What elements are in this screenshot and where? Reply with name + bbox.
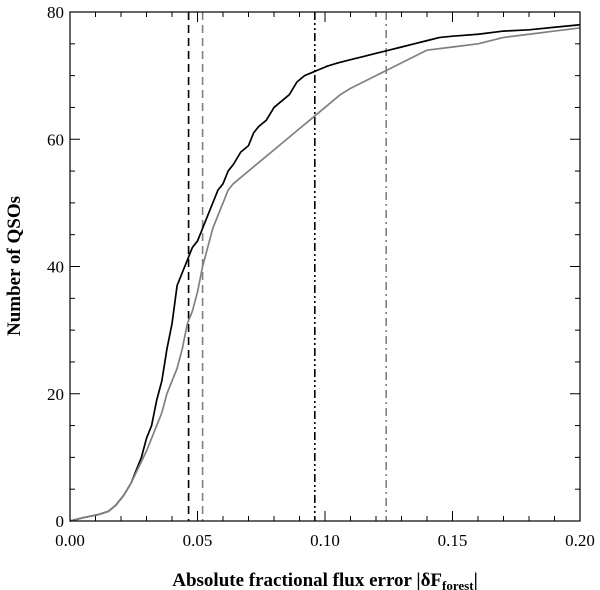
y-tick-label: 40 <box>47 258 64 277</box>
y-tick-label: 80 <box>47 3 64 22</box>
y-axis-title: Number of QSOs <box>4 196 25 336</box>
y-tick-label: 0 <box>56 512 65 531</box>
series-line-black <box>69 23 581 522</box>
x-tick-label: 0.20 <box>565 531 595 550</box>
x-tick-label: 0.10 <box>310 531 340 550</box>
y-tick-label: 20 <box>47 385 64 404</box>
x-tick-label: 0.05 <box>183 531 213 550</box>
x-tick-label: 0.15 <box>438 531 468 550</box>
x-tick-label: 0.00 <box>55 531 85 550</box>
ticks-layer: 0.00 0.05 0.10 0.15 0.20 0 20 40 60 80 <box>47 3 595 550</box>
x-axis-title: Absolute fractional flux error |δFforest… <box>172 570 478 590</box>
plot-layer <box>69 12 581 522</box>
series-line-gray <box>69 27 581 522</box>
y-tick-label: 60 <box>47 130 64 149</box>
